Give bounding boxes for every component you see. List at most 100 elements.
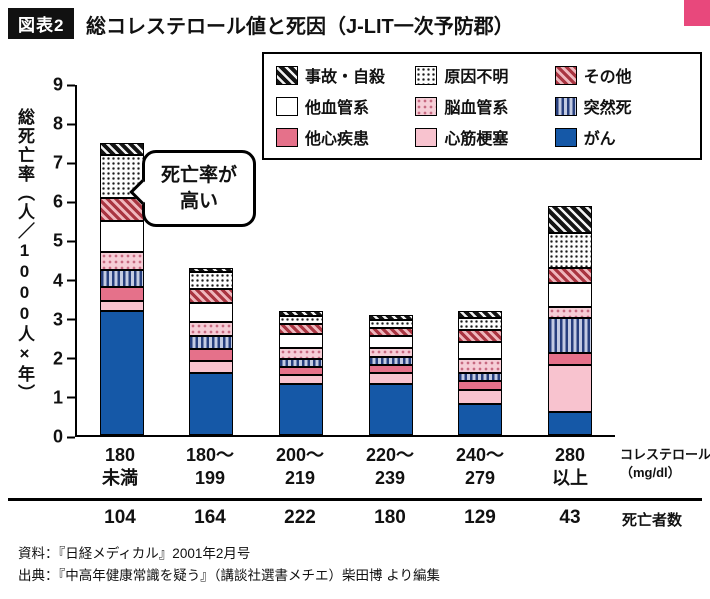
x-axis-unit-line1: コレステロール [620,447,710,462]
y-tick-mark [67,279,75,282]
corner-decoration [684,0,710,26]
y-tick-label: 8 [52,113,63,134]
bar-slot [525,85,615,435]
x-category-label-line: 240〜 [455,445,505,465]
y-axis: 0 1 2 3 4 5 6 7 8 9 [28,75,75,447]
y-tick: 6 [35,192,75,213]
y-tick: 7 [35,153,75,174]
y-tick-mark [67,84,75,86]
legend-item: 心筋梗塞 [415,125,548,149]
bar-segment-jiko [368,314,413,321]
bar-segment-genin [458,318,503,331]
bar-segment-tashin [99,287,144,301]
stacked-bar [279,85,324,435]
y-tick-mark [67,162,75,165]
y-tick-mark [67,318,75,321]
legend-label: 脳血管系 [444,100,509,117]
legend-item: 原因不明 [415,63,548,87]
bar-slot [346,85,436,435]
bar-segment-tashin [458,380,503,391]
stacked-bar [189,85,234,435]
figure-number-badge: 図表2 [8,8,75,39]
x-category-label-line: 219 [284,467,316,488]
bar-segment-sonota [279,324,324,334]
counts-row: 104 164 222 180 129 43 [75,507,615,529]
legend-swatch-genin [415,65,438,85]
x-category-label-line: 279 [464,467,496,488]
plot-area [75,85,615,437]
x-category-label: 200〜 219 [255,444,345,489]
bar-segment-gan [368,384,413,435]
y-tick-mark [67,123,75,126]
death-count: 222 [284,507,316,528]
callout-text-line2: 高い [180,190,219,212]
bar-segment-jiko [279,310,324,317]
bar-segment-sonota [99,197,144,222]
y-tick-label: 3 [52,309,63,330]
stacked-bar [99,85,144,435]
bar-segment-gan [548,411,593,435]
bar-segment-shinkin [548,365,593,412]
bar-segment-genin [279,316,324,325]
x-category-label: 180 未満 [75,444,165,489]
bar-slot [167,85,257,435]
legend-label: 原因不明 [444,69,509,86]
bar-segment-nou [548,306,593,319]
legend-label: 他血管系 [305,100,370,117]
x-category-label: 180〜 199 [165,444,255,489]
death-count: 180 [374,507,406,528]
bar-segment-genin [368,320,413,329]
y-tick: 8 [35,114,75,135]
y-tick-label: 4 [52,270,63,291]
death-counts-label: 死亡者数 [622,512,683,529]
y-tick-label: 5 [52,230,63,251]
bar-segment-shinkin [99,300,144,311]
legend-swatch-gan [554,127,577,147]
legend-item: がん [554,125,688,149]
bar-segment-shinkin [279,374,324,385]
bar-segment-gan [279,384,324,435]
bar-segment-totsuzen [279,359,324,367]
bar-segment-sonota [548,267,593,284]
y-tick-label: 0 [52,426,63,447]
bar-segment-nou [458,359,503,373]
page-title: 総コレステロール値と死因（J-LIT一次予防郡） [86,16,514,38]
bar-segment-taketsu [368,335,413,348]
callout-bubble: 死亡率が 高い [129,150,257,228]
x-category-label-line: 280 [554,445,586,465]
bar-segment-tashin [548,353,593,366]
bar-segment-taketsu [189,302,234,323]
y-tick: 4 [35,270,75,291]
x-axis-unit-label: コレステロール （mg/dl） [620,446,710,482]
bar-segment-genin [189,271,234,290]
legend-label: がん [583,131,616,148]
bar-segment-totsuzen [548,318,593,354]
bar-segment-sonota [368,328,413,336]
bar-segment-jiko [548,205,593,233]
stacked-bar [368,85,413,435]
x-category-label-line: 未満 [102,467,138,488]
legend-swatch-sonota [554,65,577,85]
legend-label: 心筋梗塞 [444,131,509,148]
death-count: 43 [559,507,581,528]
bar-segment-taketsu [458,341,503,360]
y-tick: 5 [35,231,75,252]
legend-label: 他心疾患 [305,131,370,148]
bar-segment-sonota [458,330,503,342]
bar-segment-totsuzen [368,357,413,366]
x-category-label-line: 180 [104,445,136,465]
legend-item: 脳血管系 [415,94,548,118]
x-axis-unit-line2: （mg/dl） [620,465,681,481]
bar-slot [77,85,167,435]
credit-line: 出典：『中高年健康常識を疑う』（講談社選書メチエ）柴田博 より編集 [18,568,440,583]
x-category-label-line: 200〜 [275,445,325,465]
bar-segment-tashin [189,349,234,362]
bar-segment-taketsu [279,333,324,348]
bar-segment-tashin [279,366,324,375]
y-tick: 0 [35,427,75,448]
x-category-label-line: 199 [194,467,226,488]
source-line: 資料：『日経メディカル』2001年2月号 [18,546,251,561]
y-tick-label: 6 [52,191,63,212]
x-category-label-line: 220〜 [365,445,415,465]
